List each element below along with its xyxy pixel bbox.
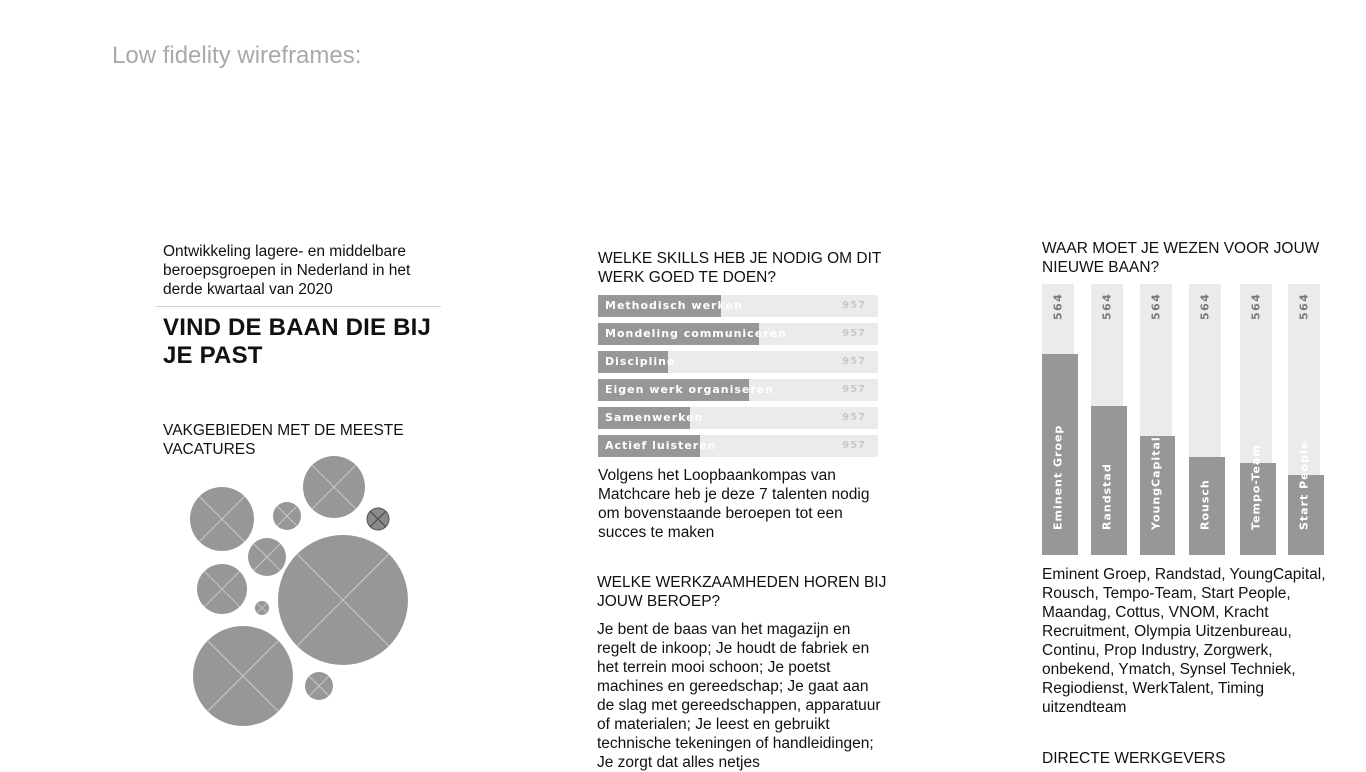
- bubble-cross-line: [311, 464, 357, 510]
- agency-bar: YoungCapital 564: [1140, 284, 1175, 555]
- headline: VIND DE BAAN DIE BIJ JE PAST: [163, 314, 432, 369]
- skill-bar: Methodisch werken 957: [598, 295, 878, 317]
- skill-bar-value: 957: [842, 300, 866, 311]
- agency-bar-label: Eminent Groep: [1051, 424, 1065, 530]
- agency-bar-value: 564: [1051, 292, 1065, 320]
- bubbles-heading: VAKGEBIEDEN MET DE MEESTE VACATURES: [163, 422, 404, 458]
- agency-bar-value: 564: [1297, 292, 1311, 320]
- skill-bar: Eigen werk organiseren 957: [598, 379, 878, 401]
- agency-bar-label: Rousch: [1198, 479, 1212, 530]
- agency-bar-fill: [1091, 406, 1127, 555]
- agencies-text: Eminent Groep, Randstad, YoungCapital, R…: [1042, 566, 1326, 716]
- agency-bar-fill: [1288, 475, 1324, 555]
- skill-bar-fill: [598, 295, 721, 317]
- agencies-heading: WAAR MOET JE WEZEN VOOR JOUW NIEUWE BAAN…: [1042, 240, 1320, 276]
- bubble-cross-line: [253, 543, 281, 571]
- agency-bar-value: 564: [1149, 292, 1163, 320]
- agency-bar: Rousch 564: [1189, 284, 1225, 555]
- skill-bar-fill: [598, 351, 668, 373]
- agency-bar-fill: [1140, 436, 1175, 555]
- bubble-cross-line: [256, 602, 268, 614]
- skill-bar-label: Actief luisteren: [605, 439, 717, 452]
- agency-bar-fill: [1240, 463, 1276, 555]
- bubble-cross-line: [207, 640, 279, 712]
- agency-bar-value: 564: [1100, 292, 1114, 320]
- agency-bar-label: YoungCapital: [1149, 436, 1163, 530]
- divider: [156, 306, 441, 307]
- skill-bar-value: 957: [842, 328, 866, 339]
- agency-bar-fill: [1042, 354, 1078, 555]
- skill-bar-value: 957: [842, 356, 866, 367]
- skill-bar: Actief luisteren 957: [598, 435, 878, 457]
- agency-bar-fill: [1189, 457, 1225, 555]
- bubble-cross-line: [199, 496, 245, 542]
- agency-bar-value: 564: [1198, 292, 1212, 320]
- employers-heading: DIRECTE WERKGEVERS: [1042, 750, 1226, 767]
- skill-bar-fill: [598, 379, 749, 401]
- agency-bar: Randstad 564: [1091, 284, 1127, 555]
- skill-bar-label: Discipline: [605, 355, 676, 368]
- bubble-cross-line: [203, 570, 241, 608]
- skill-bar-value: 957: [842, 384, 866, 395]
- skill-bar: Samenwerken 957: [598, 407, 878, 429]
- skill-bar-value: 957: [842, 412, 866, 423]
- agency-bar-value: 564: [1249, 292, 1263, 320]
- skill-bar-fill: [598, 407, 690, 429]
- agency-bar: Start People 564: [1288, 284, 1324, 555]
- skill-bar-label: Mondeling communiceren: [605, 327, 787, 340]
- intro-text: Ontwikkeling lagere- en middelbare beroe…: [163, 243, 411, 298]
- skill-bar-label: Methodisch werken: [605, 299, 743, 312]
- tasks-heading: WELKE WERKZAAMHEDEN HOREN BIJ JOUW BEROE…: [597, 574, 887, 610]
- skill-bar: Mondeling communiceren 957: [598, 323, 878, 345]
- skill-bar-label: Samenwerken: [605, 411, 704, 424]
- bubble-cross-line: [276, 505, 298, 527]
- tasks-text: Je bent de baas van het magazijn en rege…: [597, 621, 881, 771]
- skill-bar-label: Eigen werk organiseren: [605, 383, 775, 396]
- skill-bar: Discipline 957: [598, 351, 878, 373]
- agency-bar-label: Tempo-Team: [1249, 444, 1263, 530]
- agency-bar: Eminent Groep 564: [1042, 284, 1078, 555]
- agency-bar-label: Randstad: [1100, 463, 1114, 530]
- skills-text: Volgens het Loopbaankompas van Matchcare…: [598, 467, 870, 541]
- bubble-cross-line: [296, 553, 390, 647]
- agency-bar-label: Start People: [1297, 440, 1311, 530]
- page-title: Low fidelity wireframes:: [112, 42, 362, 69]
- bubble-cross-line: [308, 675, 330, 697]
- skill-bar-value: 957: [842, 440, 866, 451]
- bubble-cross-line: [369, 510, 387, 528]
- skill-bar-fill: [598, 435, 700, 457]
- skills-heading: WELKE SKILLS HEB JE NODIG OM DIT WERK GO…: [598, 250, 882, 286]
- agency-bar: Tempo-Team 564: [1240, 284, 1276, 555]
- skill-bar-fill: [598, 323, 759, 345]
